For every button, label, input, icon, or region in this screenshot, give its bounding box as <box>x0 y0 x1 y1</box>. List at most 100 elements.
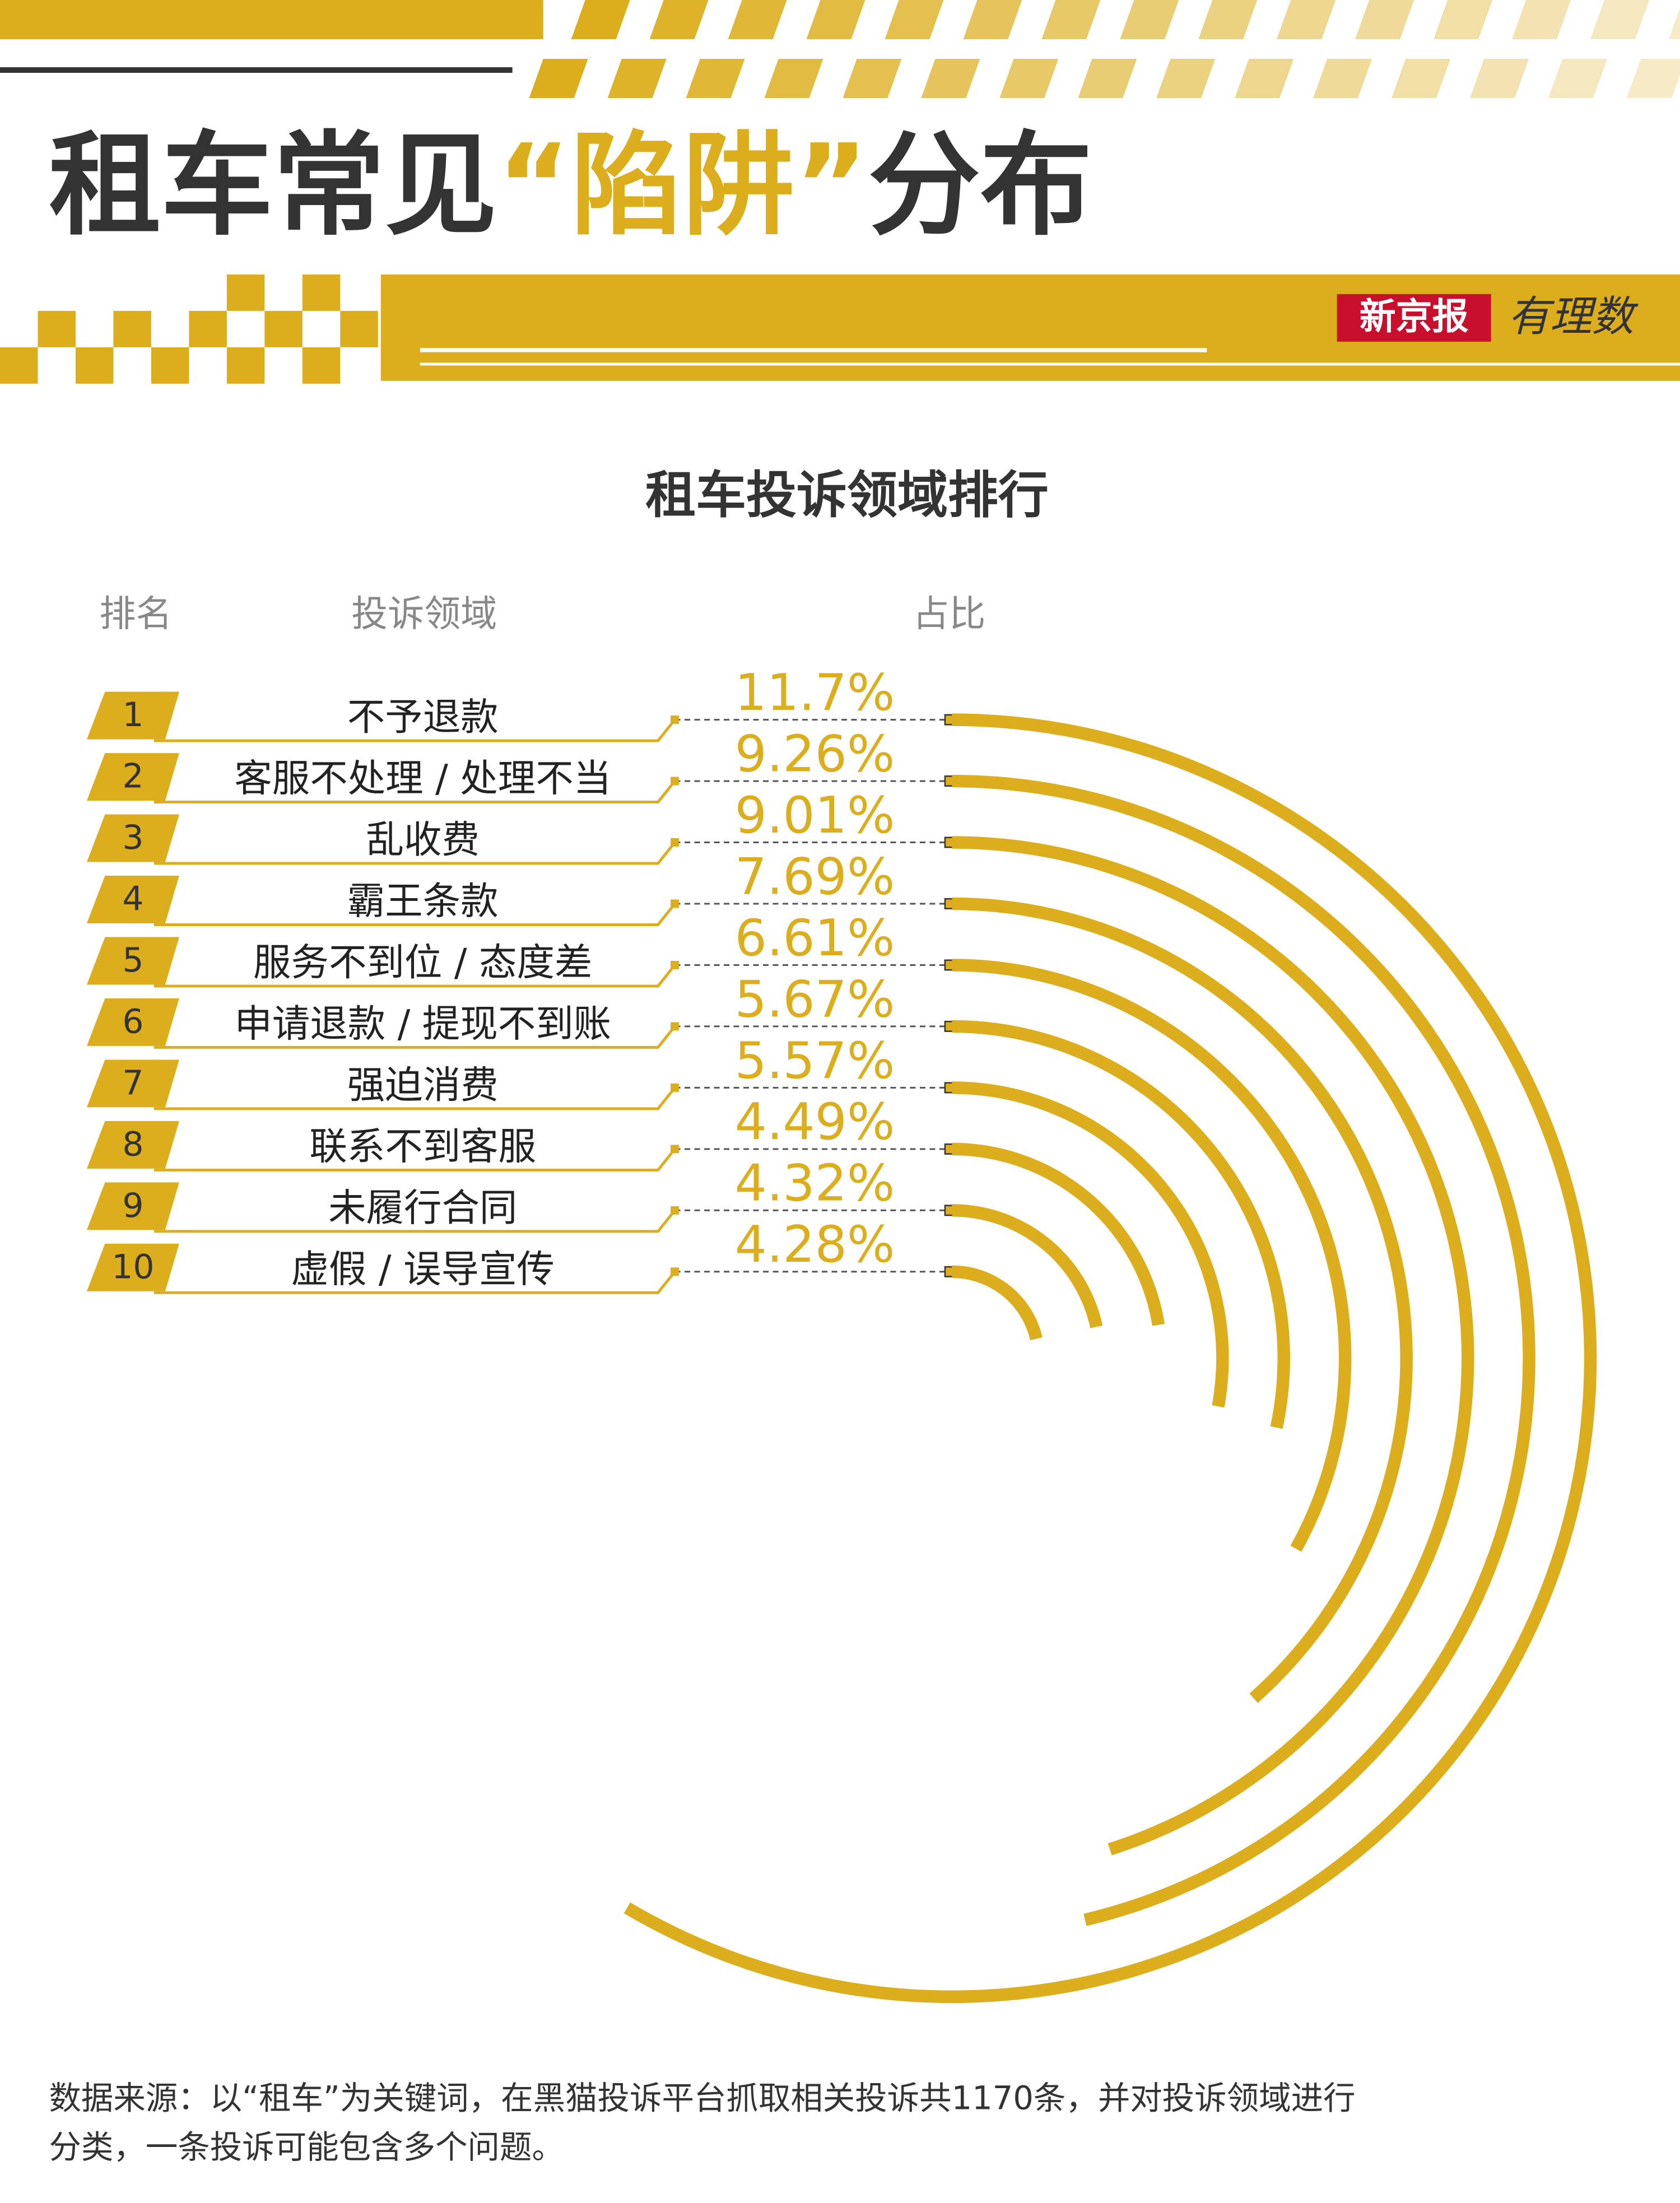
stripe <box>728 0 787 40</box>
stripe <box>1470 58 1529 98</box>
dot <box>671 1267 680 1276</box>
checker-square <box>75 347 114 384</box>
dot <box>671 1145 680 1154</box>
arc-bar <box>623 713 1597 2004</box>
stripe <box>806 0 865 40</box>
stripe <box>1078 58 1137 98</box>
rank: 9 <box>122 1186 143 1225</box>
category-label: 申请退款 / 提现不到账 <box>234 1001 611 1045</box>
brand: 新京报 <box>1360 295 1469 338</box>
rank: 2 <box>122 757 143 796</box>
checker-square <box>302 347 341 384</box>
rank-box <box>86 998 179 1046</box>
column-header: 占比 <box>913 593 985 635</box>
value-label: 9.26% <box>735 724 895 783</box>
rank-box <box>86 1121 179 1169</box>
leader-line <box>153 1209 676 1233</box>
stripe <box>1392 58 1451 98</box>
value-label: 5.67% <box>735 970 895 1029</box>
leader-line <box>153 1025 676 1049</box>
arc-bar <box>952 897 1413 1703</box>
arc-bar <box>952 959 1352 1552</box>
column-brand: 有理数 <box>1508 291 1639 341</box>
leader-line <box>153 1086 676 1110</box>
stripe <box>764 58 823 98</box>
rank-box <box>86 876 179 923</box>
column-header: 投诉领域 <box>351 593 497 635</box>
column-header: 排名 <box>99 593 172 635</box>
chart-title: 租车投诉领域排行 <box>645 466 1049 525</box>
leader-line <box>153 964 676 988</box>
checker-square <box>113 310 151 347</box>
arc-bar <box>952 1142 1165 1326</box>
category-label: 未履行合同 <box>328 1186 517 1230</box>
dot <box>671 715 680 724</box>
category-label: 联系不到客服 <box>309 1124 536 1168</box>
title-part: 分布 <box>868 120 1092 251</box>
rank-box <box>86 1243 179 1291</box>
stripe <box>1235 58 1294 98</box>
dot <box>671 899 680 908</box>
checker-square <box>340 310 378 347</box>
rank: 1 <box>122 695 143 735</box>
stripe <box>686 58 745 98</box>
checker-square <box>226 347 265 384</box>
checker-square <box>151 347 189 384</box>
rank-box <box>86 937 179 985</box>
stripe <box>529 58 588 98</box>
stripe <box>921 58 980 98</box>
stripe <box>1434 0 1493 40</box>
category-label: 虚假 / 误导宣传 <box>291 1247 555 1291</box>
rank-box <box>86 1182 179 1230</box>
header-bar <box>0 0 543 40</box>
value-label: 4.32% <box>735 1154 895 1213</box>
rank-box <box>86 691 179 740</box>
stripe <box>649 0 709 40</box>
leader-line <box>153 780 676 804</box>
stripe <box>1120 0 1179 40</box>
category-label: 霸王条款 <box>347 879 499 923</box>
checker-square <box>264 310 303 347</box>
source-note: 分类，一条投诉可能包含多个问题。 <box>49 2128 564 2166</box>
leader-line <box>153 841 676 865</box>
arc-bar <box>952 836 1474 1856</box>
value-label: 4.28% <box>735 1215 895 1274</box>
title-highlight: “陷阱” <box>497 120 868 251</box>
leader-line <box>153 1148 676 1172</box>
category-label: 强迫消费 <box>347 1063 499 1107</box>
stripe <box>885 0 944 40</box>
stripe <box>607 58 667 98</box>
rank-box <box>86 753 179 801</box>
stripe <box>1156 58 1216 98</box>
header-stripes <box>529 0 1680 98</box>
checker-square <box>0 347 38 384</box>
stripe <box>1198 0 1258 40</box>
rank: 8 <box>122 1124 143 1164</box>
value-label: 4.49% <box>735 1093 895 1151</box>
arc-bar <box>952 1081 1229 1408</box>
leader-line <box>153 903 676 926</box>
stripe <box>1669 8 1680 40</box>
rank: 3 <box>122 818 143 857</box>
category-label: 客服不处理 / 处理不当 <box>234 756 611 801</box>
main-title: 租车常见“陷阱”分布 <box>49 120 1092 251</box>
stripe <box>1277 0 1336 40</box>
rank: 10 <box>111 1247 154 1286</box>
title-part: 租车常见 <box>49 120 497 251</box>
checker-square <box>189 310 227 347</box>
checker-square <box>302 274 341 311</box>
stripe <box>1512 0 1571 40</box>
stripe <box>999 58 1059 98</box>
stripe <box>1313 58 1372 98</box>
leader-line <box>153 719 676 742</box>
stripe <box>1548 58 1608 98</box>
source-note: 数据来源：以“租车”为关键词，在黑猫投诉平台抓取相关投诉共1170条，并对投诉领… <box>49 2079 1355 2117</box>
stripe <box>963 0 1022 40</box>
category-label: 服务不到位 / 态度差 <box>253 940 592 984</box>
rank-box <box>86 814 179 862</box>
leader-line <box>153 1271 676 1294</box>
stripe <box>1355 0 1414 40</box>
category-label: 不予退款 <box>347 695 499 739</box>
chart: 1 不予退款 11.7% 2 客服不处理 / 处理不当 9.26% 3 乱收费 9.01% 4 霸王… <box>86 663 1597 2004</box>
dot <box>671 777 680 786</box>
